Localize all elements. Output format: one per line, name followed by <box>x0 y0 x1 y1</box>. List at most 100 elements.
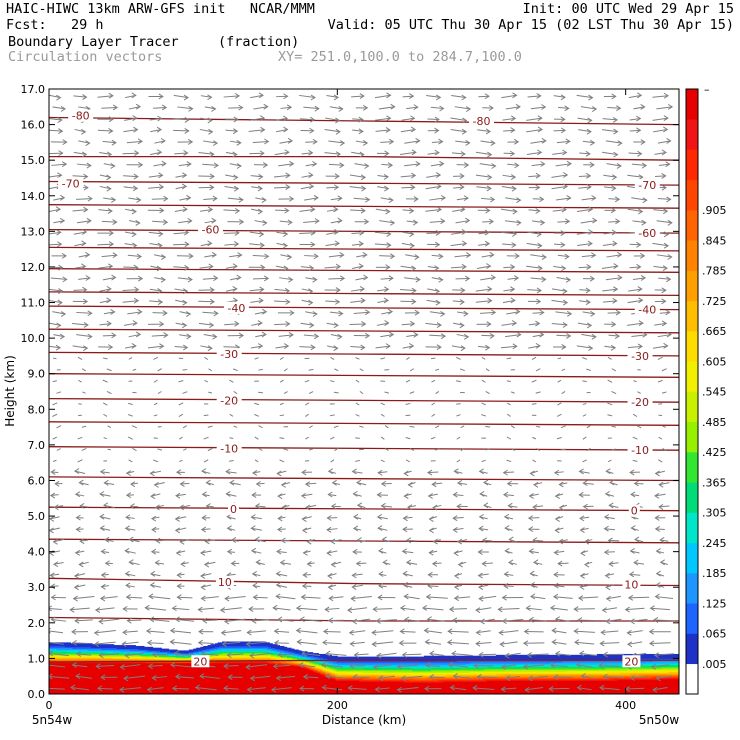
tracer-cell <box>288 663 291 666</box>
tracer-cell <box>350 662 353 666</box>
tracer-cell <box>373 676 376 679</box>
tracer-cell <box>211 650 214 652</box>
tracer-cell <box>60 659 63 661</box>
tracer-cell <box>298 658 301 660</box>
tracer-cell <box>286 647 289 651</box>
tracer-cell <box>82 652 84 654</box>
tracer-cell <box>170 661 172 664</box>
tracer-cell <box>393 677 396 680</box>
tracer-cell <box>112 650 115 653</box>
tracer-cell <box>154 650 157 652</box>
tracer-cell <box>325 669 328 672</box>
tracer-cell <box>407 662 410 666</box>
tracer-cell <box>119 660 122 662</box>
tracer-cell <box>416 677 419 681</box>
tracer-cell <box>418 664 420 667</box>
tracer-cell <box>139 651 142 654</box>
tracer-cell <box>67 658 70 660</box>
tracer-cell <box>406 678 409 681</box>
tracer-cell <box>64 657 67 659</box>
tracer-cell <box>373 656 376 662</box>
tracer-cell <box>109 655 112 658</box>
tracer-cell <box>92 658 95 660</box>
tracer-cell <box>295 662 298 665</box>
tracer-cell <box>371 666 374 668</box>
tracer-cell <box>89 650 92 652</box>
tracer-cell <box>389 661 392 664</box>
tracer-cell <box>345 679 348 682</box>
tracer-cell <box>214 643 217 648</box>
tracer-cell <box>327 671 330 674</box>
tracer-cell <box>142 654 145 657</box>
tracer-cell <box>119 653 122 656</box>
tracer-cell <box>69 649 72 651</box>
tracer-cell <box>61 653 64 655</box>
tracer-cell <box>446 655 449 662</box>
tracer-cell <box>51 658 54 660</box>
tracer-cell <box>333 677 335 679</box>
tracer-cell <box>85 659 87 661</box>
tracer-cell <box>74 653 77 655</box>
tracer-cell <box>283 658 286 660</box>
tracer-cell <box>282 657 285 659</box>
tracer-cell <box>50 655 53 658</box>
tracer-cell <box>407 669 410 671</box>
tracer-cell <box>154 661 157 664</box>
tracer-cell <box>181 655 184 658</box>
tracer-cell <box>338 670 341 673</box>
tracer-cell <box>456 674 459 676</box>
tracer-cell <box>331 674 334 676</box>
tracer-cell <box>425 669 428 672</box>
tracer-cell <box>86 656 89 658</box>
tracer-cell <box>446 671 449 674</box>
tracer-cell <box>213 658 216 660</box>
tracer-cell <box>281 654 283 658</box>
tracer-cell <box>263 661 266 663</box>
tracer-cell <box>160 661 162 664</box>
tracer-cell <box>314 666 317 668</box>
tracer-cell <box>384 669 387 671</box>
tracer-cell <box>410 678 413 682</box>
tracer-cell <box>376 669 379 671</box>
tracer-cell <box>168 657 171 659</box>
tracer-cell <box>262 656 265 658</box>
tracer-cell <box>394 669 397 673</box>
tracer-cell <box>116 645 119 650</box>
tracer-cell <box>240 662 243 694</box>
tracer-cell <box>116 654 119 657</box>
tracer-cell <box>200 650 203 652</box>
tracer-cell <box>407 667 410 670</box>
tracer-cell <box>53 653 56 656</box>
tracer-cell <box>407 669 410 673</box>
tracer-cell <box>387 664 390 667</box>
tracer-cell <box>73 655 76 658</box>
tracer-cell <box>400 678 403 681</box>
tracer-cell <box>83 652 86 654</box>
tracer-cell <box>403 673 406 676</box>
tracer-cell <box>229 661 232 663</box>
tracer-cell <box>170 659 172 661</box>
tracer-cell <box>366 669 369 671</box>
tracer-cell <box>406 679 409 682</box>
tracer-cell <box>451 667 454 670</box>
tracer-cell <box>262 658 265 660</box>
tracer-cell <box>419 671 422 674</box>
tracer-cell <box>311 669 314 672</box>
tracer-cell <box>90 648 93 651</box>
tracer-cell <box>356 664 358 666</box>
tracer-cell <box>110 661 113 664</box>
tracer-cell <box>456 667 459 670</box>
tracer-cell <box>142 658 145 660</box>
tracer-cell <box>82 657 84 659</box>
tracer-cell <box>361 677 364 681</box>
tracer-cell <box>413 679 416 682</box>
tracer-cell <box>439 675 442 677</box>
tracer-cell <box>227 648 230 651</box>
tracer-cell <box>426 681 429 683</box>
tracer-cell <box>178 653 181 656</box>
tracer-cell <box>380 661 383 664</box>
tracer-cell <box>374 661 377 664</box>
tracer-cell <box>100 659 103 661</box>
tracer-cell <box>431 672 433 675</box>
tracer-cell <box>366 675 369 677</box>
